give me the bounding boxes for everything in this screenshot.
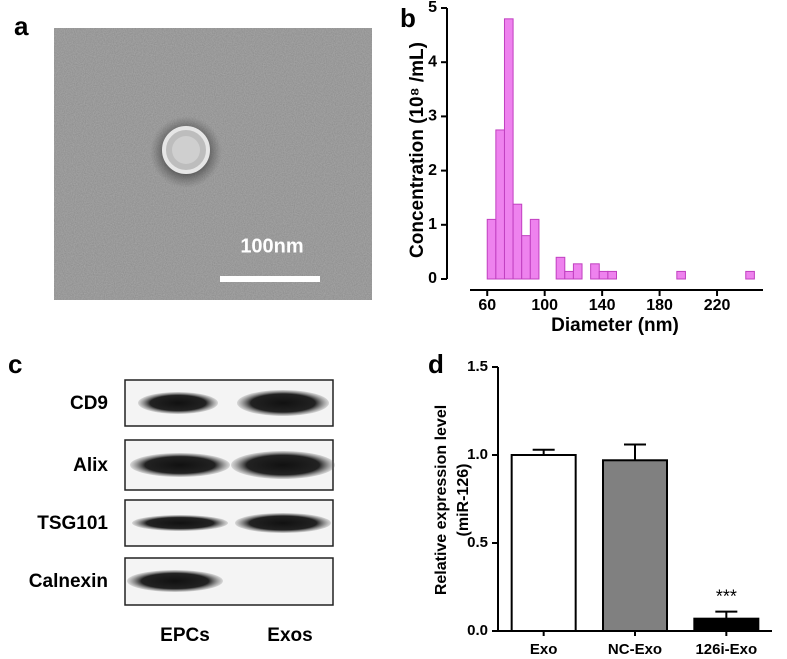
bar: [676, 270, 686, 280]
y-tick-label: 1.5: [467, 358, 488, 375]
bar: [521, 235, 531, 280]
x-tick-label: 140: [589, 297, 616, 314]
micrograph: 100nm: [54, 28, 372, 300]
bar: [486, 218, 497, 280]
scale-bar: [220, 276, 320, 282]
panel-label: a: [14, 11, 29, 41]
protein-label: Calnexin: [29, 571, 108, 592]
y-tick-label: 0.0: [467, 622, 488, 639]
protein-label: Alix: [73, 455, 108, 476]
bar: [572, 263, 583, 280]
lane-label: EPCs: [160, 625, 210, 646]
bar: [598, 270, 609, 280]
x-tick-label: 220: [704, 297, 731, 314]
protein-label: CD9: [70, 393, 108, 414]
y-tick-label: 5: [428, 0, 437, 16]
panel-label: c: [8, 349, 22, 379]
protein-label: TSG101: [37, 513, 108, 534]
y-tick-label: 3: [428, 108, 437, 125]
panel-label: d: [428, 349, 444, 379]
x-tick-label: NC-Exo: [608, 641, 662, 658]
y-tick-label: 4: [428, 53, 437, 70]
y-tick-label: 0: [428, 270, 437, 287]
y-tick-label: 2: [428, 162, 437, 179]
bar: [602, 459, 668, 632]
bar: [745, 270, 755, 280]
bar: [590, 263, 600, 280]
y-tick-label: 1: [428, 216, 437, 233]
y-tick-label: 0.5: [467, 534, 488, 551]
bar: [529, 218, 540, 280]
bar: [495, 129, 505, 280]
y-axis-label: (miR-126): [455, 464, 472, 537]
bar: [555, 256, 566, 280]
y-axis-label: Relative expression level: [433, 405, 450, 595]
bar: [512, 203, 523, 280]
x-tick-label: Exo: [530, 641, 558, 658]
bar: [607, 270, 617, 280]
western-blot: CD9 Alix TSG101 Calnexin EPCs Exos: [29, 379, 335, 646]
panel-label: b: [400, 3, 416, 33]
x-tick-label: 60: [478, 297, 496, 314]
bar: [564, 270, 574, 280]
significance: ***: [716, 586, 737, 606]
x-tick-label: 126i-Exo: [695, 641, 757, 658]
bar: [503, 18, 514, 280]
lane-label: Exos: [267, 625, 312, 646]
scale-bar-label: 100nm: [240, 235, 303, 257]
y-axis-label: Concentration (10⁸ /mL): [407, 42, 428, 258]
x-tick-label: 100: [531, 297, 558, 314]
bar: [693, 617, 760, 632]
bar: [510, 454, 577, 632]
x-axis-label: Diameter (nm): [551, 315, 679, 336]
x-tick-label: 180: [646, 297, 673, 314]
y-tick-label: 1.0: [467, 446, 488, 463]
